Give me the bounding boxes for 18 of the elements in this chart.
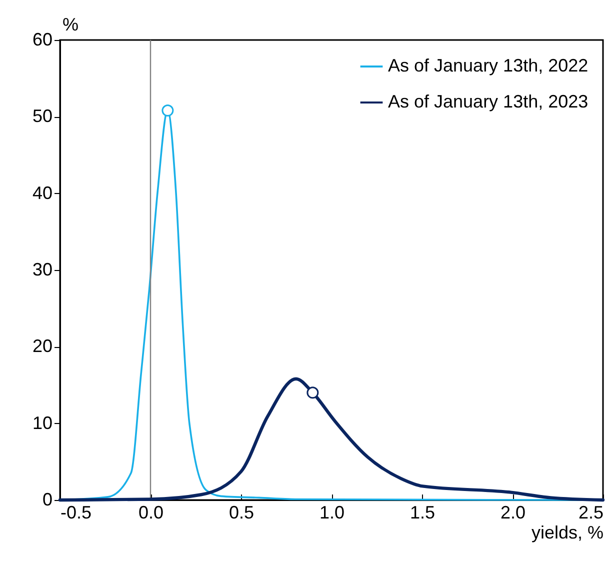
y-axis-title: % bbox=[62, 14, 79, 34]
y-tick-label: 20 bbox=[32, 336, 52, 356]
x-axis-title: yields, % bbox=[531, 522, 604, 542]
y-tick-label: 40 bbox=[32, 182, 52, 203]
y-tick-label: 0 bbox=[42, 490, 52, 510]
x-tick-label: 1.5 bbox=[410, 502, 436, 522]
legend-label: As of January 13th, 2022 bbox=[388, 56, 588, 76]
x-tick-label: -0.5 bbox=[60, 502, 92, 522]
y-tick-label: 60 bbox=[32, 30, 52, 50]
x-tick-label: 0.5 bbox=[228, 502, 254, 522]
x-tick-label: 2.0 bbox=[500, 502, 526, 522]
x-tick-label: 0.0 bbox=[138, 502, 164, 522]
legend-label: As of January 13th, 2023 bbox=[388, 92, 588, 112]
x-tick-label: 1.0 bbox=[319, 502, 345, 522]
y-tick-label: 10 bbox=[32, 412, 52, 433]
x-tick-label: 2.5 bbox=[578, 502, 604, 522]
y-tick-label: 30 bbox=[32, 260, 52, 280]
y-tick-label: 50 bbox=[32, 106, 52, 126]
